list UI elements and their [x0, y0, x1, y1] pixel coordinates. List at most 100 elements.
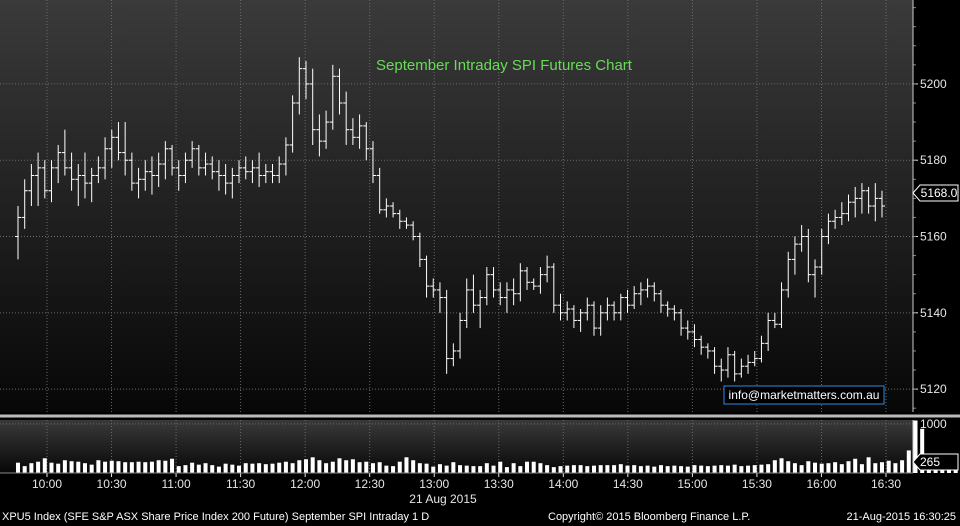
volume-bar: [404, 457, 409, 473]
ohlc-bar: [557, 293, 564, 321]
ohlc-bar: [805, 228, 812, 283]
volume-bar: [163, 460, 168, 473]
volume-bar: [277, 462, 282, 473]
ohlc-bar: [597, 305, 604, 336]
ohlc-bar: [537, 267, 544, 294]
ohlc-bar: [798, 225, 805, 252]
volume-bar: [712, 465, 717, 473]
ohlc-bar: [383, 198, 390, 218]
volume-bar: [344, 460, 349, 473]
ohlc-bar: [276, 156, 283, 184]
ohlc-bar: [463, 278, 470, 329]
ohlc-bar: [617, 293, 624, 321]
ohlc-bar: [349, 118, 356, 145]
ohlc-bar: [162, 141, 169, 180]
ohlc-bar: [745, 354, 752, 374]
volume-bar: [598, 465, 603, 473]
volume-bar: [149, 461, 154, 473]
volume-bar: [866, 457, 871, 473]
ohlc-bar: [376, 167, 383, 214]
volume-bar: [69, 461, 74, 473]
ohlc-bar: [430, 278, 437, 298]
volume-bar: [257, 463, 262, 473]
ohlc-bar: [189, 141, 196, 168]
y-tick-label: 5160: [920, 230, 947, 244]
volume-bar: [203, 463, 208, 473]
ohlc-bar: [832, 209, 839, 229]
ohlc-bar: [242, 156, 249, 180]
volume-bar: [297, 460, 302, 473]
volume-bar: [652, 466, 657, 473]
volume-bar: [196, 464, 201, 473]
volume-bar: [746, 465, 751, 473]
ohlc-bar: [229, 167, 236, 199]
ohlc-bar: [731, 350, 738, 382]
volume-bar: [437, 464, 442, 473]
last-volume-marker: [912, 453, 959, 471]
ohlc-bar: [698, 335, 705, 355]
annotation-box: [723, 385, 885, 405]
ohlc-bar: [845, 194, 852, 222]
volume-bar: [672, 465, 677, 473]
volume-bar: [417, 463, 422, 473]
volume-bar: [324, 463, 329, 473]
volume-bar: [839, 464, 844, 473]
y-tick-label: 5200: [920, 77, 947, 91]
volume-bar: [317, 460, 322, 473]
volume-bar: [658, 465, 663, 473]
ohlc-bar: [584, 297, 591, 321]
volume-bar: [833, 462, 838, 473]
volume-bar: [464, 465, 469, 473]
volume-bar: [819, 463, 824, 473]
ohlc-bar: [35, 152, 42, 206]
ohlc-bar: [336, 68, 343, 115]
ohlc-bar: [751, 350, 758, 367]
ohlc-bar: [81, 152, 88, 199]
x-tick-label: 12:00: [290, 477, 320, 491]
volume-bar: [545, 465, 550, 473]
ohlc-bar: [202, 152, 209, 176]
volume-bar: [384, 465, 389, 473]
volume-bar: [303, 459, 309, 473]
volume-bar: [625, 465, 630, 473]
volume-bar: [136, 461, 141, 473]
ohlc-bar: [724, 347, 731, 378]
volume-bar: [223, 463, 228, 473]
x-tick-label: 11:00: [162, 477, 191, 491]
volume-bar: [538, 463, 543, 473]
ohlc-bar: [503, 282, 510, 313]
ohlc-bar: [664, 301, 671, 317]
ohlc-bar: [450, 343, 457, 367]
ohlc-bar: [262, 164, 269, 184]
volume-bar: [886, 460, 891, 473]
ohlc-bar: [28, 164, 35, 206]
volume-bar: [109, 460, 114, 473]
ohlc-bar: [510, 278, 517, 306]
ohlc-bar: [41, 160, 48, 199]
ohlc-bar: [209, 156, 216, 180]
volume-bar: [42, 458, 47, 473]
volume-bar: [846, 461, 851, 473]
volume-bar: [123, 462, 128, 473]
volume-bar: [893, 463, 898, 473]
volume-bar: [82, 463, 87, 473]
ohlc-bar: [530, 278, 537, 290]
volume-bar: [632, 465, 637, 473]
x-tick-label: 11:30: [226, 477, 255, 491]
volume-bar: [471, 466, 476, 473]
ohlc-bar: [102, 137, 109, 180]
volume-bar: [772, 460, 777, 473]
x-tick-label: 10:00: [32, 477, 62, 491]
volume-bar: [143, 462, 148, 473]
ohlc-bar: [115, 122, 122, 161]
volume-bar: [491, 465, 496, 473]
ohlc-bar: [436, 282, 443, 313]
volume-bar: [645, 465, 650, 473]
ohlc-bar: [122, 122, 129, 176]
price-panel-background: [0, 0, 913, 412]
volume-bar: [357, 462, 362, 473]
volume-bar: [350, 459, 355, 473]
ohlc-bar: [95, 156, 102, 184]
volume-axis: 1000: [912, 417, 947, 473]
ohlc-bar: [356, 114, 363, 149]
